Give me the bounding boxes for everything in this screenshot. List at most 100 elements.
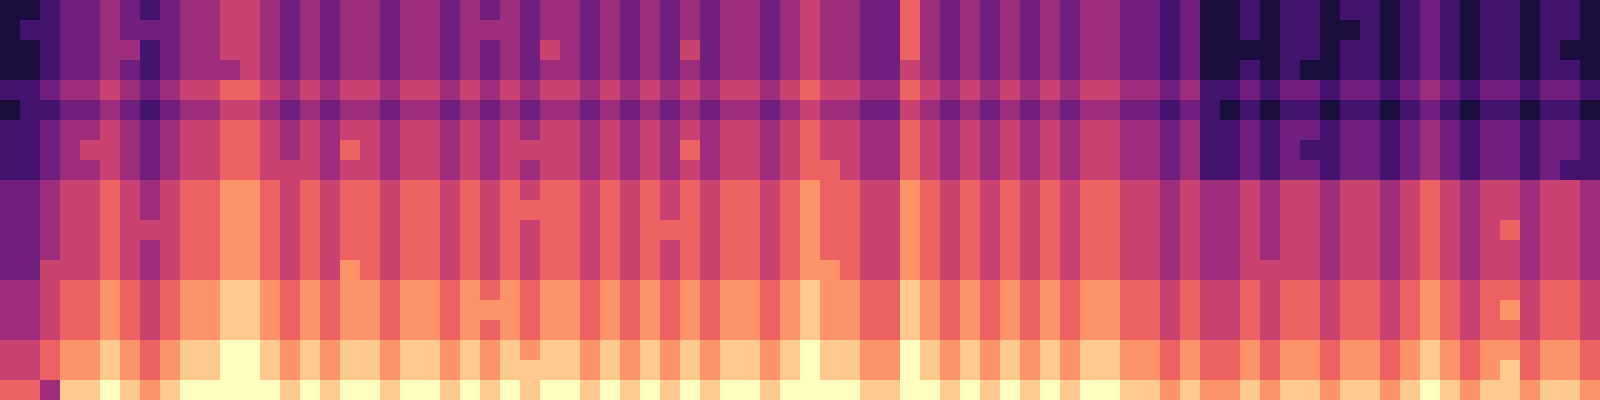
cell <box>980 220 1001 241</box>
cell <box>580 280 601 301</box>
cell <box>1160 220 1181 241</box>
cell <box>380 0 401 21</box>
cell <box>1320 280 1341 301</box>
cell <box>1160 360 1181 381</box>
cell <box>360 180 381 201</box>
cell <box>1180 280 1201 301</box>
cell <box>240 40 261 61</box>
cell <box>140 20 161 41</box>
cell <box>900 220 921 241</box>
cell <box>1580 80 1600 101</box>
cell <box>1540 40 1561 61</box>
cell <box>1460 180 1481 201</box>
cell <box>860 20 881 41</box>
cell <box>420 380 441 400</box>
cell <box>1120 340 1141 361</box>
cell <box>1380 220 1401 241</box>
cell <box>1120 80 1141 101</box>
cell <box>220 360 241 381</box>
cell <box>400 320 421 341</box>
cell <box>720 100 741 121</box>
cell <box>1520 320 1541 341</box>
cell <box>700 40 721 61</box>
cell <box>1060 0 1081 21</box>
cell <box>600 100 621 121</box>
cell <box>260 20 281 41</box>
cell <box>580 200 601 221</box>
cell <box>780 320 801 341</box>
cell <box>1560 100 1581 121</box>
cell <box>340 180 361 201</box>
cell <box>1460 0 1481 21</box>
cell <box>1320 0 1341 21</box>
cell <box>0 260 21 281</box>
cell <box>540 260 561 281</box>
cell <box>480 340 501 361</box>
cell <box>1120 160 1141 181</box>
cell <box>760 280 781 301</box>
cell <box>1360 120 1381 141</box>
cell <box>240 340 261 361</box>
cell <box>860 120 881 141</box>
cell <box>820 240 841 261</box>
cell <box>360 360 381 381</box>
cell <box>620 180 641 201</box>
cell <box>680 40 701 61</box>
cell <box>760 20 781 41</box>
cell <box>1520 20 1541 41</box>
cell <box>1400 240 1421 261</box>
cell <box>1080 80 1101 101</box>
cell <box>1180 140 1201 161</box>
cell <box>1220 280 1241 301</box>
cell <box>20 180 41 201</box>
cell <box>320 240 341 261</box>
cell <box>620 240 641 261</box>
cell <box>220 300 241 321</box>
cell <box>340 300 361 321</box>
cell <box>1480 20 1501 41</box>
cell <box>1300 0 1321 21</box>
cell <box>1380 140 1401 161</box>
cell <box>1260 300 1281 321</box>
cell <box>900 380 921 400</box>
cell <box>720 140 741 161</box>
cell <box>1200 320 1221 341</box>
cell <box>280 200 301 221</box>
cell <box>280 220 301 241</box>
cell <box>480 120 501 141</box>
cell <box>320 160 341 181</box>
cell <box>1320 200 1341 221</box>
cell <box>360 120 381 141</box>
cell <box>1440 220 1461 241</box>
cell <box>0 380 21 400</box>
cell <box>1080 180 1101 201</box>
cell <box>660 0 681 21</box>
cell <box>440 280 461 301</box>
cell <box>840 140 861 161</box>
cell <box>1380 40 1401 61</box>
cell <box>260 180 281 201</box>
cell <box>1320 80 1341 101</box>
cell <box>720 280 741 301</box>
cell <box>1520 380 1541 400</box>
cell <box>1440 360 1461 381</box>
cell <box>1420 300 1441 321</box>
cell <box>860 360 881 381</box>
cell <box>860 100 881 121</box>
cell <box>80 320 101 341</box>
cell <box>720 240 741 261</box>
cell <box>700 380 721 400</box>
cell <box>1340 120 1361 141</box>
cell <box>540 360 561 381</box>
cell <box>460 40 481 61</box>
cell <box>1160 40 1181 61</box>
cell <box>1200 100 1221 121</box>
cell <box>240 320 261 341</box>
cell <box>1480 280 1501 301</box>
cell <box>480 0 501 21</box>
cell <box>160 220 181 241</box>
cell <box>220 260 241 281</box>
cell <box>640 100 661 121</box>
cell <box>1520 240 1541 261</box>
cell <box>480 360 501 381</box>
